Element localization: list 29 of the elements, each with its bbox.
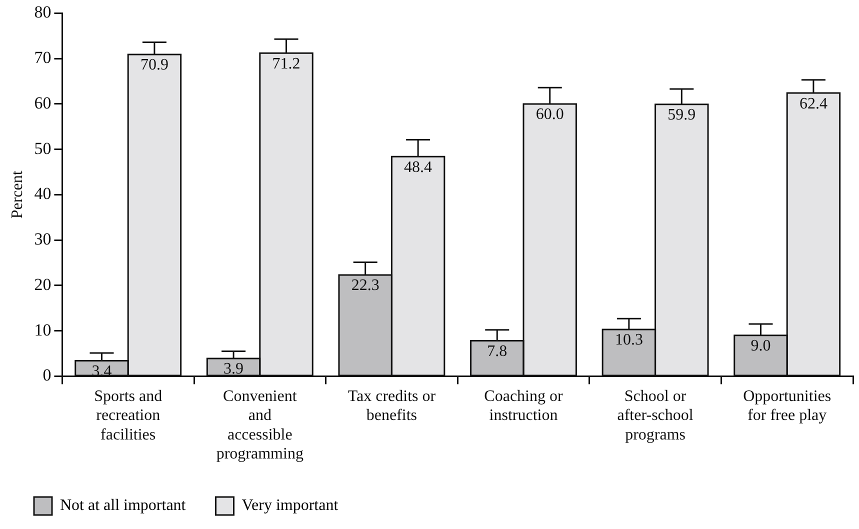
x-tick-label: School or after-school programs <box>617 388 694 444</box>
data-label: 59.9 <box>668 106 696 124</box>
y-tick-label: 60 <box>34 93 52 112</box>
data-label: 70.9 <box>140 56 168 74</box>
data-label: 62.4 <box>799 95 828 112</box>
x-tick-label: Sports and recreation facilities <box>94 388 162 444</box>
data-label: 10.3 <box>614 332 643 349</box>
y-tick-label: 20 <box>34 274 52 294</box>
data-label: 71.2 <box>272 55 300 72</box>
y-tick-label: 0 <box>42 366 52 385</box>
data-label: 3.9 <box>224 360 244 378</box>
data-label: 9.0 <box>750 338 771 355</box>
legend-label: Not at all important <box>60 497 186 514</box>
data-label: 22.3 <box>351 277 380 294</box>
data-label: 48.4 <box>404 158 432 176</box>
y-tick-label: 70 <box>34 48 52 68</box>
y-tick-label: 10 <box>34 320 52 340</box>
x-tick-label: Convenient and accessible programming <box>216 388 304 463</box>
data-label: 7.8 <box>487 343 508 360</box>
x-tick-label: Tax credits or benefits <box>348 388 436 424</box>
y-tick-label: 30 <box>34 230 52 249</box>
y-axis-title: Percent <box>8 170 26 219</box>
y-tick-label: 80 <box>34 2 52 22</box>
y-tick-label: 40 <box>34 184 52 204</box>
y-tick-label: 50 <box>34 138 52 158</box>
data-label: 60.0 <box>536 106 564 124</box>
x-tick-label: Opportunities for free play <box>743 388 832 424</box>
x-tick-label: Coaching or instruction <box>484 388 564 424</box>
legend-label: Very important <box>242 497 339 514</box>
